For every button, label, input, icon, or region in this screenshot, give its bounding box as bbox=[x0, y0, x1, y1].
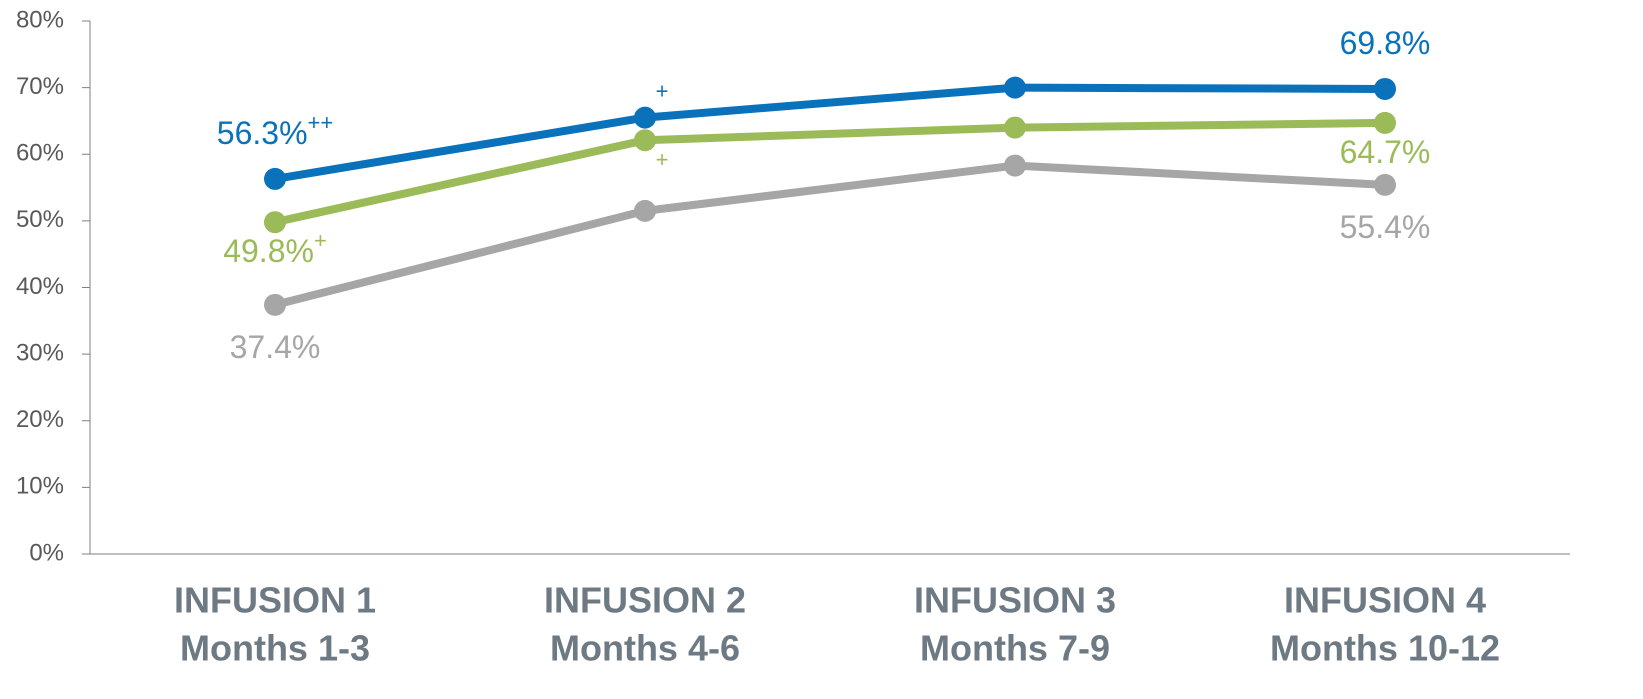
data-label-value: 37.4% bbox=[230, 329, 321, 365]
annotation: + bbox=[314, 228, 327, 253]
data-point bbox=[634, 129, 656, 152]
data-point bbox=[1004, 76, 1026, 99]
y-tick-label: 50% bbox=[16, 206, 64, 233]
x-tick-label: INFUSION 1 bbox=[174, 580, 376, 621]
data-label: 49.8%+ bbox=[223, 228, 327, 270]
y-tick-label: 20% bbox=[16, 406, 64, 433]
data-label: 37.4% bbox=[230, 329, 321, 365]
data-label-value: 64.7% bbox=[1340, 134, 1431, 170]
y-tick-label: 70% bbox=[16, 73, 64, 100]
data-point bbox=[1374, 173, 1396, 196]
data-label-value: 69.8% bbox=[1340, 25, 1431, 61]
data-point bbox=[264, 167, 286, 190]
data-point bbox=[264, 211, 286, 234]
annotation: + bbox=[656, 147, 669, 172]
x-tick-label: Months 4-6 bbox=[550, 628, 740, 669]
annotation: ++ bbox=[308, 110, 334, 135]
data-label: 55.4% bbox=[1340, 209, 1431, 245]
y-tick-label: 80% bbox=[16, 6, 64, 33]
data-point bbox=[1004, 116, 1026, 139]
x-tick-label: Months 7-9 bbox=[920, 628, 1110, 669]
x-tick-label: INFUSION 2 bbox=[544, 580, 746, 621]
data-label-value: 55.4% bbox=[1340, 209, 1431, 245]
data-point bbox=[634, 106, 656, 129]
data-point bbox=[1374, 77, 1396, 100]
series-line bbox=[274, 83, 1386, 183]
y-tick-label: 10% bbox=[16, 473, 64, 500]
data-point bbox=[264, 293, 286, 316]
x-tick-label: INFUSION 3 bbox=[914, 580, 1116, 621]
data-point bbox=[634, 199, 656, 222]
x-tick-label: Months 1-3 bbox=[180, 628, 370, 669]
x-tick-label: INFUSION 4 bbox=[1284, 580, 1486, 621]
data-point bbox=[1004, 154, 1026, 177]
data-label-value: 49.8% bbox=[223, 234, 314, 270]
series-line bbox=[274, 118, 1386, 227]
y-tick-label: 30% bbox=[16, 339, 64, 366]
data-label: 56.3%++ bbox=[217, 110, 333, 152]
y-tick-label: 40% bbox=[16, 273, 64, 300]
data-label-value: 56.3% bbox=[217, 115, 308, 151]
annotation: + bbox=[656, 78, 669, 103]
y-tick-label: 0% bbox=[29, 539, 64, 566]
data-label: 69.8% bbox=[1340, 25, 1431, 61]
y-tick-label: 60% bbox=[16, 140, 64, 167]
data-point bbox=[1374, 111, 1396, 134]
series-line bbox=[274, 161, 1386, 309]
x-tick-label: Months 10-12 bbox=[1270, 628, 1500, 669]
data-label: 64.7% bbox=[1340, 134, 1431, 170]
